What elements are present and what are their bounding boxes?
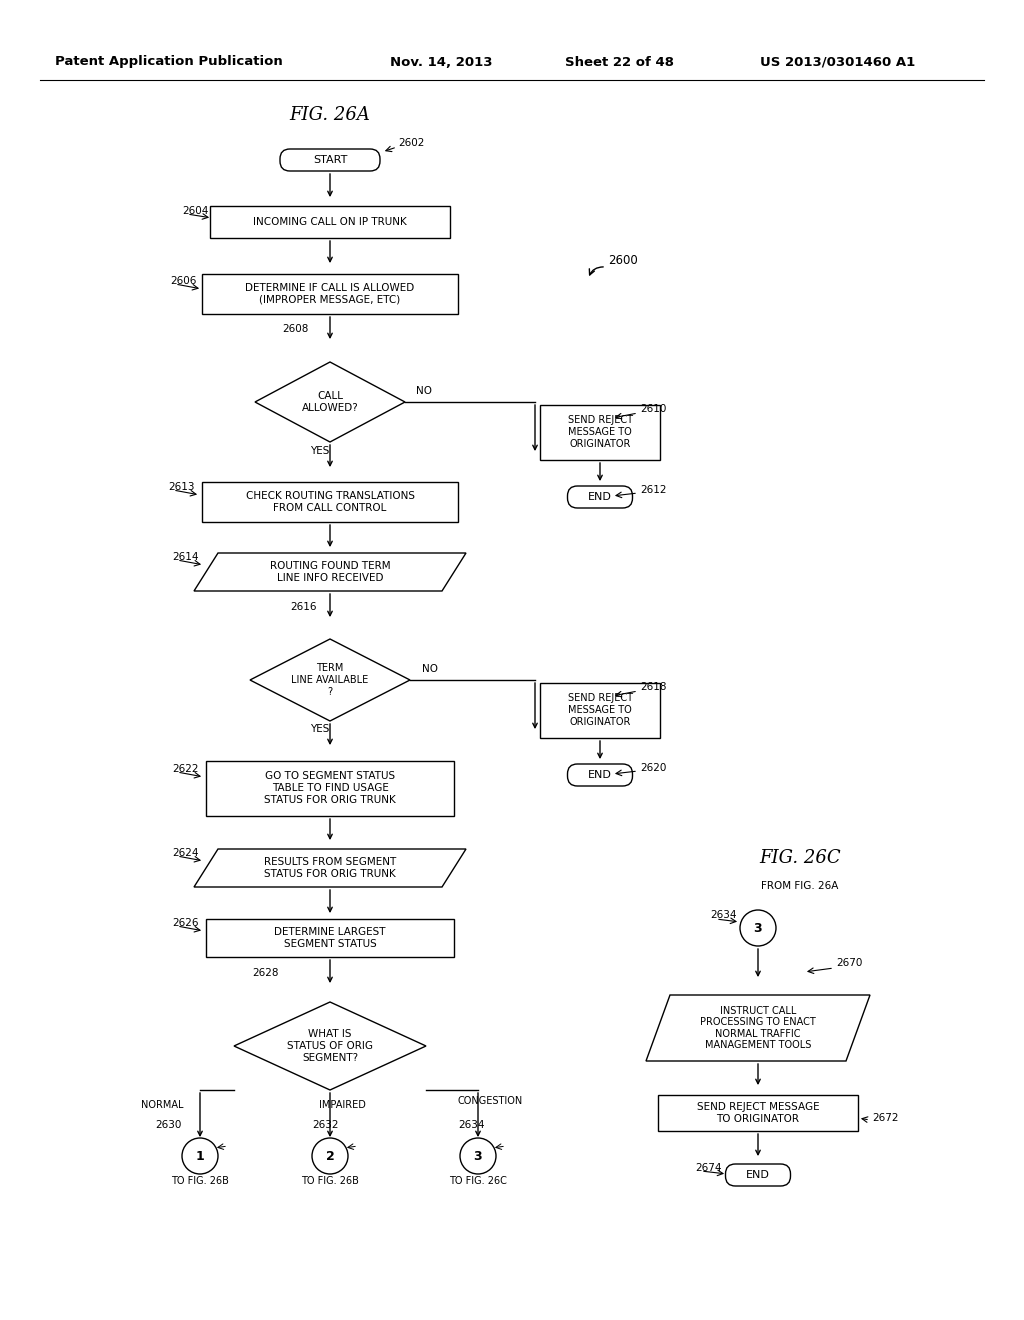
Polygon shape [194, 553, 466, 591]
FancyBboxPatch shape [280, 149, 380, 172]
Text: 2634: 2634 [710, 909, 736, 920]
Text: Patent Application Publication: Patent Application Publication [55, 55, 283, 69]
Text: DETERMINE LARGEST
SEGMENT STATUS: DETERMINE LARGEST SEGMENT STATUS [274, 927, 386, 949]
Text: 2613: 2613 [168, 482, 195, 492]
Text: 2674: 2674 [695, 1163, 722, 1173]
Text: 2612: 2612 [640, 484, 667, 495]
Text: FIG. 26C: FIG. 26C [759, 849, 841, 867]
Text: END: END [588, 492, 612, 502]
Text: 2670: 2670 [836, 958, 862, 968]
Text: SEND REJECT
MESSAGE TO
ORIGINATOR: SEND REJECT MESSAGE TO ORIGINATOR [567, 693, 633, 726]
Bar [540, 682, 660, 738]
Text: SEND REJECT MESSAGE
TO ORIGINATOR: SEND REJECT MESSAGE TO ORIGINATOR [696, 1102, 819, 1123]
Text: 2622: 2622 [172, 764, 199, 774]
FancyBboxPatch shape [567, 764, 633, 785]
Text: Nov. 14, 2013: Nov. 14, 2013 [390, 55, 493, 69]
Text: FIG. 26A: FIG. 26A [290, 106, 371, 124]
Text: NO: NO [416, 385, 432, 396]
Text: INCOMING CALL ON IP TRUNK: INCOMING CALL ON IP TRUNK [253, 216, 407, 227]
Text: 2632: 2632 [312, 1119, 339, 1130]
Text: 2628: 2628 [252, 968, 279, 978]
Text: INSTRUCT CALL
PROCESSING TO ENACT
NORMAL TRAFFIC
MANAGEMENT TOOLS: INSTRUCT CALL PROCESSING TO ENACT NORMAL… [700, 1006, 816, 1051]
Text: 2630: 2630 [156, 1119, 182, 1130]
Bar [540, 404, 660, 459]
Text: TO FIG. 26C: TO FIG. 26C [450, 1176, 507, 1185]
Text: 2624: 2624 [172, 847, 199, 858]
Text: 2634: 2634 [458, 1119, 484, 1130]
Text: 3: 3 [474, 1150, 482, 1163]
Text: 2602: 2602 [398, 139, 424, 148]
Text: START: START [312, 154, 347, 165]
Text: SEND REJECT
MESSAGE TO
ORIGINATOR: SEND REJECT MESSAGE TO ORIGINATOR [567, 416, 633, 449]
Text: 2614: 2614 [172, 552, 199, 562]
Circle shape [182, 1138, 218, 1173]
Text: CONGESTION: CONGESTION [458, 1096, 522, 1106]
Text: 2626: 2626 [172, 917, 199, 928]
Polygon shape [234, 1002, 426, 1090]
Text: END: END [588, 770, 612, 780]
Polygon shape [250, 639, 410, 721]
Circle shape [460, 1138, 496, 1173]
Text: 2: 2 [326, 1150, 335, 1163]
Text: ROUTING FOUND TERM
LINE INFO RECEIVED: ROUTING FOUND TERM LINE INFO RECEIVED [269, 561, 390, 583]
Text: YES: YES [310, 446, 330, 455]
FancyBboxPatch shape [725, 1164, 791, 1185]
Text: FROM FIG. 26A: FROM FIG. 26A [761, 880, 839, 891]
Text: TO FIG. 26B: TO FIG. 26B [301, 1176, 359, 1185]
Text: CHECK ROUTING TRANSLATIONS
FROM CALL CONTROL: CHECK ROUTING TRANSLATIONS FROM CALL CON… [246, 491, 415, 512]
Text: RESULTS FROM SEGMENT
STATUS FOR ORIG TRUNK: RESULTS FROM SEGMENT STATUS FOR ORIG TRU… [264, 857, 396, 879]
Text: 2672: 2672 [872, 1113, 898, 1123]
Text: 2600: 2600 [608, 253, 638, 267]
Text: END: END [746, 1170, 770, 1180]
Text: CALL
ALLOWED?: CALL ALLOWED? [302, 391, 358, 413]
Text: NO: NO [422, 664, 438, 675]
Circle shape [740, 909, 776, 946]
Bar [206, 760, 454, 816]
Text: DETERMINE IF CALL IS ALLOWED
(IMPROPER MESSAGE, ETC): DETERMINE IF CALL IS ALLOWED (IMPROPER M… [246, 284, 415, 305]
Text: 2606: 2606 [170, 276, 197, 286]
Text: TO FIG. 26B: TO FIG. 26B [171, 1176, 229, 1185]
Text: 2620: 2620 [640, 763, 667, 774]
Polygon shape [646, 995, 870, 1061]
Text: 3: 3 [754, 921, 762, 935]
Text: NORMAL: NORMAL [140, 1100, 183, 1110]
Bar [206, 919, 454, 957]
Bar [210, 206, 450, 238]
Text: IMPAIRED: IMPAIRED [318, 1100, 366, 1110]
FancyBboxPatch shape [567, 486, 633, 508]
Bar [658, 1096, 858, 1131]
Bar [202, 275, 458, 314]
Text: TERM
LINE AVAILABLE
?: TERM LINE AVAILABLE ? [292, 664, 369, 697]
Text: YES: YES [310, 723, 330, 734]
Text: GO TO SEGMENT STATUS
TABLE TO FIND USAGE
STATUS FOR ORIG TRUNK: GO TO SEGMENT STATUS TABLE TO FIND USAGE… [264, 771, 396, 805]
Text: 2616: 2616 [290, 602, 316, 612]
Text: US 2013/0301460 A1: US 2013/0301460 A1 [760, 55, 915, 69]
Text: 2618: 2618 [640, 682, 667, 692]
Polygon shape [194, 849, 466, 887]
Text: WHAT IS
STATUS OF ORIG
SEGMENT?: WHAT IS STATUS OF ORIG SEGMENT? [287, 1030, 373, 1063]
Bar [202, 482, 458, 521]
Text: Sheet 22 of 48: Sheet 22 of 48 [565, 55, 674, 69]
Text: 2604: 2604 [182, 206, 208, 216]
Text: 2610: 2610 [640, 404, 667, 414]
Circle shape [312, 1138, 348, 1173]
Text: 2608: 2608 [282, 323, 308, 334]
Polygon shape [255, 362, 406, 442]
Text: 1: 1 [196, 1150, 205, 1163]
